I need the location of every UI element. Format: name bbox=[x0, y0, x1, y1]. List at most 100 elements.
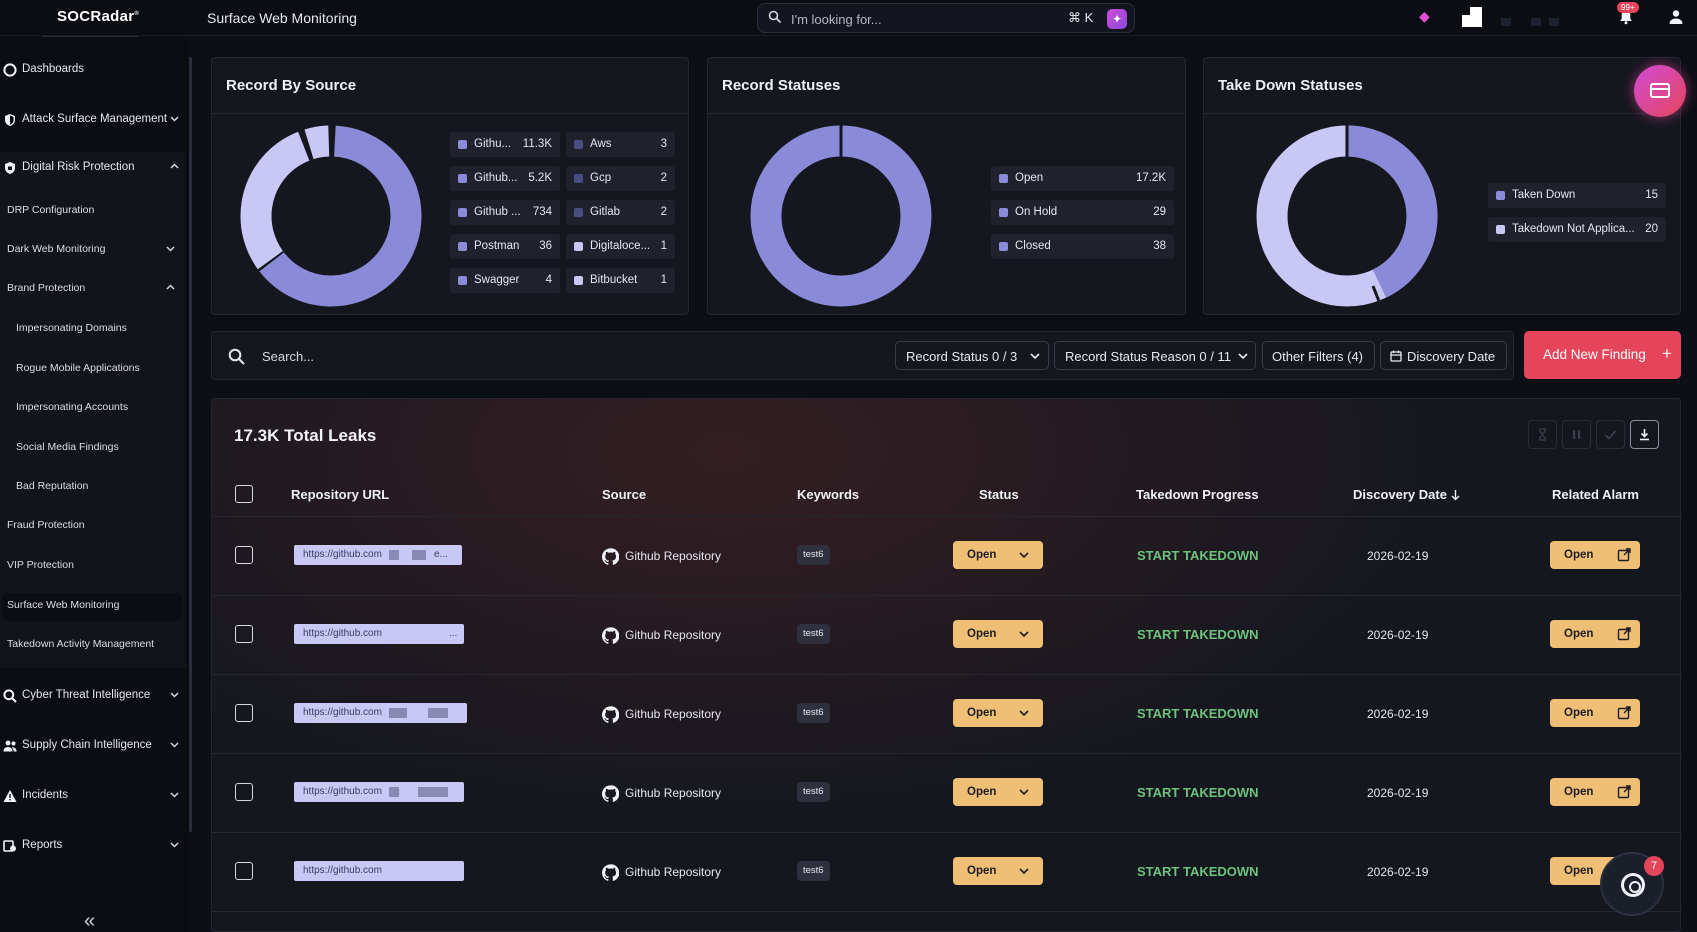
sidebar-item-supply-chain[interactable]: Supply Chain Intelligence bbox=[0, 734, 186, 758]
other-filters-button[interactable]: Other Filters (4) bbox=[1262, 341, 1375, 370]
legend-item[interactable]: Postman 36 bbox=[450, 234, 560, 259]
start-takedown-link[interactable]: START TAKEDOWN bbox=[1137, 785, 1259, 800]
legend-item[interactable]: Github... 5.2K bbox=[450, 166, 560, 191]
company-selector-icon[interactable] bbox=[1549, 18, 1559, 26]
status-dropdown[interactable]: Open bbox=[953, 857, 1043, 885]
chevron-down-icon[interactable] bbox=[166, 244, 175, 253]
legend-item[interactable]: Githu... 11.3K bbox=[450, 132, 560, 157]
sort-descending-icon[interactable] bbox=[1450, 489, 1461, 501]
download-button[interactable] bbox=[1630, 420, 1659, 449]
repository-url-link[interactable]: https://github.com bbox=[294, 703, 467, 723]
sidebar-item-dashboards[interactable]: Dashboards bbox=[0, 58, 186, 82]
sidebar-item-surface-web-monitoring[interactable]: Surface Web Monitoring bbox=[7, 599, 120, 611]
legend-item[interactable]: Github ... 734 bbox=[450, 200, 560, 225]
status-dropdown[interactable]: Open bbox=[953, 541, 1043, 569]
sidebar-item-incidents[interactable]: Incidents bbox=[0, 784, 186, 808]
sidebar-scrollbar[interactable] bbox=[189, 57, 192, 832]
related-alarm-button[interactable]: Open bbox=[1550, 699, 1640, 727]
sidebar-item-attack-surface[interactable]: Attack Surface Management bbox=[0, 108, 186, 132]
support-chat-button[interactable] bbox=[1600, 852, 1664, 916]
filter-label: Record Status 0 / 3 bbox=[906, 349, 1018, 364]
column-header-source[interactable]: Source bbox=[602, 487, 647, 502]
ai-sparkle-icon[interactable]: ✦ bbox=[1107, 9, 1127, 29]
start-takedown-link[interactable]: START TAKEDOWN bbox=[1137, 706, 1259, 721]
collapse-sidebar-icon[interactable]: « bbox=[84, 910, 96, 932]
sidebar-item-fraud-protection[interactable]: Fraud Protection bbox=[7, 519, 85, 531]
record-status-reason-filter[interactable]: Record Status Reason 0 / 11 bbox=[1054, 341, 1256, 370]
url-text: https://github.com bbox=[303, 786, 382, 797]
column-header-discovery-date[interactable]: Discovery Date bbox=[1353, 487, 1447, 502]
row-checkbox[interactable] bbox=[235, 546, 253, 564]
status-label: Open bbox=[967, 786, 997, 798]
row-checkbox[interactable] bbox=[235, 704, 253, 722]
repository-url-link[interactable]: https://github.com bbox=[294, 861, 464, 881]
column-header-related-alarm[interactable]: Related Alarm bbox=[1552, 487, 1639, 502]
legend-item[interactable]: Gitlab 2 bbox=[566, 200, 675, 225]
chevron-down-icon bbox=[170, 692, 179, 698]
legend-item[interactable]: Bitbucket 1 bbox=[566, 268, 675, 293]
row-checkbox[interactable] bbox=[235, 625, 253, 643]
record-status-filter[interactable]: Record Status 0 / 3 bbox=[895, 341, 1049, 370]
global-search-input[interactable]: I'm looking for... ⌘ K ✦ bbox=[757, 3, 1135, 33]
repository-url-link[interactable]: https://github.com e... bbox=[294, 545, 462, 565]
sidebar-item-drp-configuration[interactable]: DRP Configuration bbox=[7, 204, 95, 216]
sidebar-item-cyber-threat-intelligence[interactable]: Cyber Threat Intelligence bbox=[0, 684, 186, 708]
status-dropdown[interactable]: Open bbox=[953, 620, 1043, 648]
legend-item[interactable]: Aws 3 bbox=[566, 132, 675, 157]
sidebar-item-bad-reputation[interactable]: Bad Reputation bbox=[16, 480, 89, 492]
legend-item[interactable]: Closed 38 bbox=[991, 234, 1174, 259]
hourglass-action-button[interactable] bbox=[1528, 420, 1557, 449]
resolve-action-button[interactable] bbox=[1596, 420, 1625, 449]
add-new-finding-button[interactable]: Add New Finding + bbox=[1524, 331, 1681, 379]
repository-url-link[interactable]: https://github.com bbox=[294, 782, 464, 802]
row-checkbox[interactable] bbox=[235, 783, 253, 801]
sidebar-item-vip-protection[interactable]: VIP Protection bbox=[7, 559, 74, 571]
legend-item[interactable]: Gcp 2 bbox=[566, 166, 675, 191]
sidebar-item-social-media-findings[interactable]: Social Media Findings bbox=[16, 441, 119, 453]
start-takedown-link[interactable]: START TAKEDOWN bbox=[1137, 548, 1259, 563]
start-takedown-link[interactable]: START TAKEDOWN bbox=[1137, 864, 1259, 879]
column-header-keywords[interactable]: Keywords bbox=[797, 487, 860, 502]
related-alarm-button[interactable]: Open bbox=[1550, 541, 1640, 569]
table-search-input[interactable]: Search... bbox=[262, 349, 315, 364]
pause-action-button[interactable] bbox=[1562, 420, 1591, 449]
user-icon[interactable] bbox=[1668, 9, 1684, 25]
legend-item[interactable]: Swagger 4 bbox=[450, 268, 560, 293]
sidebar-item-dark-web-monitoring[interactable]: Dark Web Monitoring bbox=[7, 243, 106, 255]
repository-url-link[interactable]: https://github.com... bbox=[294, 624, 464, 644]
theme-toggle-icon[interactable] bbox=[1462, 7, 1482, 27]
legend-item[interactable]: On Hold 29 bbox=[991, 200, 1174, 225]
row-checkbox[interactable] bbox=[235, 862, 253, 880]
sidebar-item-reports[interactable]: Reports bbox=[0, 834, 186, 858]
sidebar-item-rogue-mobile-apps[interactable]: Rogue Mobile Applications bbox=[16, 362, 140, 374]
bell-icon[interactable] bbox=[1618, 9, 1634, 25]
column-header-repository-url[interactable]: Repository URL bbox=[291, 487, 390, 502]
related-alarm-button[interactable]: Open bbox=[1550, 778, 1640, 806]
status-dropdown[interactable]: Open bbox=[953, 699, 1043, 727]
socradar-logo[interactable]: SOCRadar® bbox=[57, 8, 140, 25]
legend-item[interactable]: Taken Down 15 bbox=[1488, 183, 1666, 208]
related-alarm-button[interactable]: Open bbox=[1550, 620, 1640, 648]
filter-label: Other Filters (4) bbox=[1272, 349, 1364, 364]
premium-gem-icon[interactable]: ◆ bbox=[1419, 8, 1430, 24]
status-dropdown[interactable]: Open bbox=[953, 778, 1043, 806]
legend-item[interactable]: Takedown Not Applica... 20 bbox=[1488, 217, 1666, 242]
card-view-fab[interactable] bbox=[1634, 65, 1686, 117]
select-all-checkbox[interactable] bbox=[235, 485, 253, 503]
sidebar-item-impersonating-domains[interactable]: Impersonating Domains bbox=[16, 322, 127, 334]
discovery-date-cell: 2026-02-19 bbox=[1367, 549, 1429, 563]
legend-item[interactable]: Open 17.2K bbox=[991, 166, 1174, 191]
column-header-status[interactable]: Status bbox=[979, 487, 1019, 502]
sidebar-item-impersonating-accounts[interactable]: Impersonating Accounts bbox=[16, 401, 129, 413]
discovery-date-filter[interactable]: Discovery Date bbox=[1380, 341, 1507, 370]
start-takedown-link[interactable]: START TAKEDOWN bbox=[1137, 627, 1259, 642]
sidebar-item-takedown-activity[interactable]: Takedown Activity Management bbox=[7, 638, 155, 650]
company-selector-icon[interactable] bbox=[1501, 18, 1511, 26]
sidebar-item-brand-protection[interactable]: Brand Protection bbox=[7, 282, 86, 294]
company-selector-icon[interactable] bbox=[1531, 18, 1541, 26]
legend-item[interactable]: Digitaloce... 1 bbox=[566, 234, 675, 259]
chevron-up-icon[interactable] bbox=[166, 283, 175, 292]
legend-value: 1 bbox=[660, 274, 667, 286]
column-header-takedown-progress[interactable]: Takedown Progress bbox=[1136, 487, 1259, 502]
sidebar-item-digital-risk[interactable]: Digital Risk Protection bbox=[0, 156, 186, 180]
